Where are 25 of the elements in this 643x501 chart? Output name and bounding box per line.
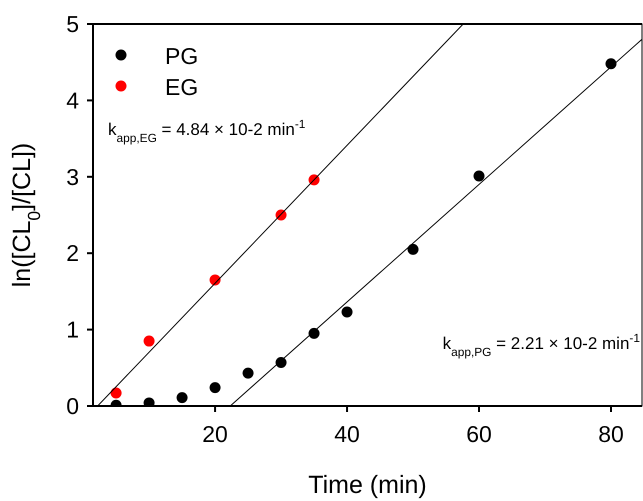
x-axis-title: Time (min) bbox=[308, 471, 427, 499]
y-tick-label: 5 bbox=[66, 11, 79, 37]
y-tick-label: 4 bbox=[66, 87, 80, 114]
y-tick-label: 0 bbox=[66, 393, 79, 419]
point bbox=[110, 388, 122, 399]
point bbox=[210, 382, 221, 394]
point bbox=[408, 244, 419, 255]
point bbox=[210, 274, 221, 286]
legend-label: EG bbox=[165, 74, 198, 100]
point bbox=[474, 170, 485, 182]
x-tick-label: 20 bbox=[202, 421, 228, 447]
point bbox=[308, 328, 320, 339]
point bbox=[242, 368, 254, 379]
x-tick-label: 40 bbox=[334, 421, 360, 447]
x-tick-label: 60 bbox=[466, 421, 492, 447]
point bbox=[144, 336, 155, 347]
x-tick-label: 80 bbox=[598, 421, 624, 447]
legend-label: PG bbox=[165, 43, 198, 69]
point bbox=[342, 306, 353, 318]
y-tick-label: 2 bbox=[66, 240, 79, 266]
annotation: k$_{app,PG}$ = 2.21 × 10-2 min$^{-1}$ bbox=[442, 331, 640, 359]
annotation: k$_{app,EG}$ = 4.84 × 10-2 min$^{-1}$ bbox=[108, 117, 306, 145]
y-tick-label: 3 bbox=[66, 164, 79, 190]
point bbox=[176, 392, 188, 404]
y-tick-label: 1 bbox=[66, 316, 79, 343]
